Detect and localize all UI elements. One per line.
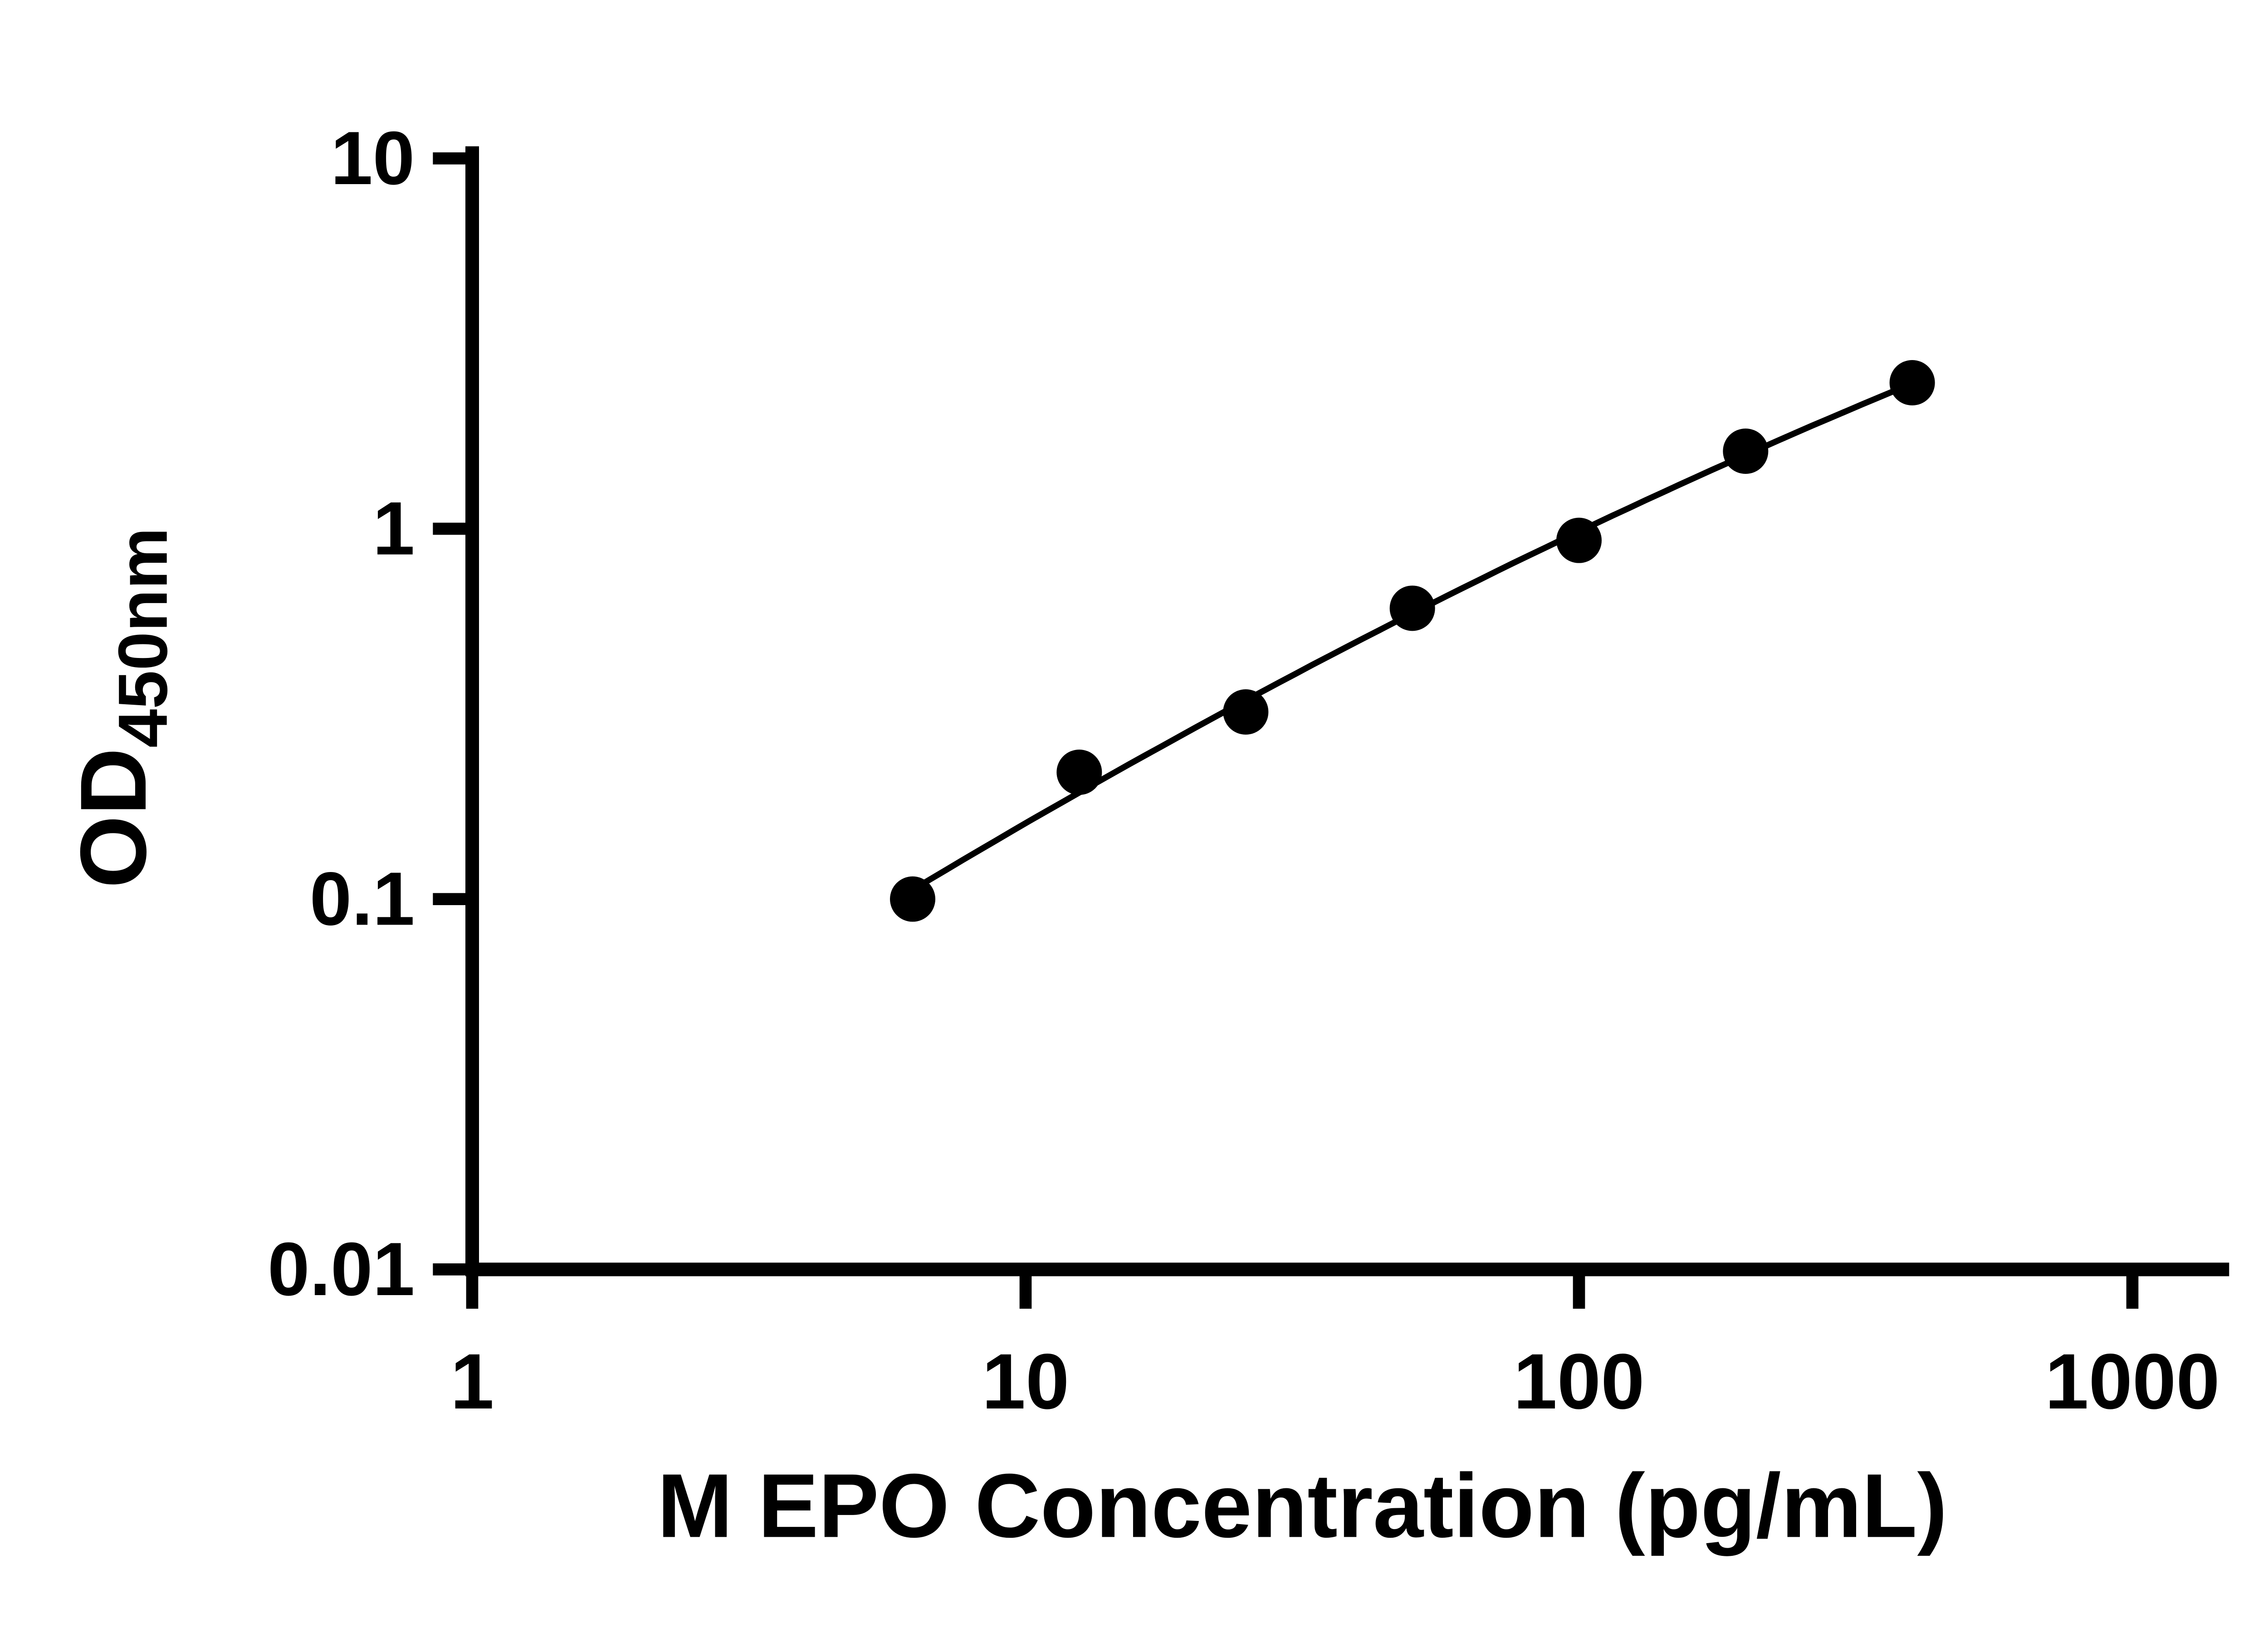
x-axis-title: M EPO Concentration (pg/mL) xyxy=(657,1455,1947,1556)
y-axis-title-subscript: 450nm xyxy=(104,527,182,748)
x-tick-label: 1 xyxy=(450,1337,494,1425)
data-point xyxy=(1389,585,1435,631)
data-point xyxy=(1889,360,1935,405)
y-tick-label: 0.1 xyxy=(310,857,415,941)
x-tick-label: 1000 xyxy=(2045,1337,2220,1425)
x-tick-label: 10 xyxy=(982,1337,1070,1425)
y-tick-label: 0.01 xyxy=(268,1227,415,1311)
standard-curve-chart: 0.01 0.1 1 10 1 10 100 1000 M EPO Concentration … xyxy=(61,116,2229,1556)
data-point xyxy=(1723,429,1769,474)
svg-text:OD450nm: OD450nm xyxy=(61,527,182,888)
data-point xyxy=(1056,750,1102,795)
data-point xyxy=(1223,689,1269,735)
y-tick-label: 1 xyxy=(373,487,415,571)
data-point xyxy=(890,876,935,922)
x-tick-label: 100 xyxy=(1513,1337,1644,1425)
standard-curve-figure: 0.01 0.1 1 10 1 10 100 1000 M EPO Concentration … xyxy=(18,7,2268,1640)
y-tick-label: 10 xyxy=(331,116,415,200)
data-point xyxy=(1556,517,1602,563)
y-axis-title-main: OD xyxy=(61,748,166,888)
axes xyxy=(465,146,2229,1277)
y-axis-title: OD450nm xyxy=(61,527,182,888)
